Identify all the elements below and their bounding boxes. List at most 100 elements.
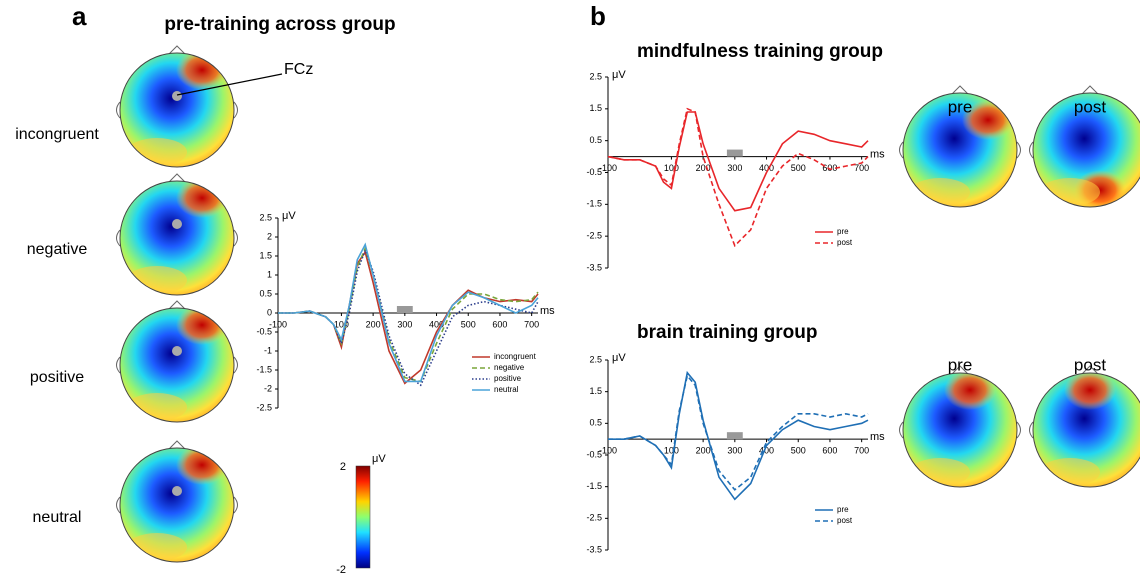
legend-label: negative	[494, 363, 525, 372]
topomap	[116, 173, 238, 296]
y-tick-label: 0.5	[589, 135, 602, 145]
x-tick-label: -100	[599, 163, 617, 173]
electrode-label: FCz	[284, 61, 313, 78]
x-tick-label: 500	[791, 446, 806, 456]
topomap-base	[1033, 373, 1140, 487]
topomap-warm	[127, 393, 187, 421]
topomap	[1029, 365, 1140, 488]
y-tick-label: 2.5	[589, 354, 602, 364]
y-tick-label: -2.5	[586, 513, 602, 523]
topomap-field	[120, 448, 234, 562]
legend-label: post	[837, 238, 853, 247]
topomap-warm	[1040, 458, 1100, 486]
y-tick-label: -0.5	[586, 167, 602, 177]
topomap-hot	[1064, 373, 1116, 410]
x-tick-label: 700	[854, 446, 869, 456]
ear	[116, 356, 121, 374]
ear	[116, 496, 121, 514]
x-tick-label: 700	[854, 163, 869, 173]
series-line	[278, 246, 539, 383]
y-tick-label: -1.5	[586, 199, 602, 209]
x-tick-label: -100	[599, 446, 617, 456]
colorbar-tick: 2	[340, 461, 346, 473]
ear	[1016, 141, 1021, 159]
x-tick-label: 400	[759, 446, 774, 456]
topomap-label: post	[1074, 97, 1106, 116]
y-axis-label: μV	[612, 352, 626, 364]
legend-label: pre	[837, 505, 849, 514]
y-axis-label: μV	[612, 69, 626, 81]
topomap-field	[903, 373, 1017, 487]
row-label: positive	[30, 369, 84, 386]
y-tick-label: -1	[264, 345, 272, 355]
ear	[233, 229, 238, 247]
x-tick-label: 100	[664, 446, 679, 456]
ear	[116, 229, 121, 247]
panel-title: pre-training across group	[164, 14, 395, 35]
y-axis-label: μV	[282, 210, 296, 222]
x-tick-label: 400	[759, 163, 774, 173]
topomap-field	[120, 53, 234, 167]
topomap	[116, 300, 238, 423]
legend-label: post	[837, 516, 853, 525]
topomaps	[116, 45, 1140, 563]
topomap-label: pre	[948, 355, 973, 374]
y-tick-label: -0.5	[586, 449, 602, 459]
y-tick-label: 0.5	[589, 418, 602, 428]
topomap-field	[120, 308, 234, 422]
topomap-edge	[119, 180, 235, 296]
chart-title: mindfulness training group	[637, 41, 883, 62]
legend-label: incongruent	[494, 352, 537, 361]
electrode	[172, 346, 182, 356]
ear	[233, 101, 238, 119]
y-tick-label: 0	[267, 307, 272, 317]
topomap-warm	[910, 178, 970, 206]
series-line	[278, 248, 539, 387]
y-tick-label: 2.5	[259, 212, 272, 222]
topomap	[116, 440, 238, 563]
topomap-edge	[902, 92, 1018, 208]
highlight-window	[396, 306, 413, 313]
series-line	[608, 370, 869, 501]
x-tick-label: 600	[822, 163, 837, 173]
ear	[899, 141, 904, 159]
y-tick-label: 2	[267, 231, 272, 241]
y-tick-label: 1	[267, 269, 272, 279]
topomap-edge	[902, 372, 1018, 488]
nose	[1081, 365, 1099, 375]
ear	[899, 421, 904, 439]
panel-label: a	[72, 1, 87, 31]
topomap-hot	[176, 53, 228, 90]
topomap-field	[1033, 373, 1140, 487]
colorbar	[355, 465, 371, 569]
topomap-edge	[1032, 372, 1140, 488]
x-tick-label: 300	[397, 319, 412, 329]
topomap	[899, 85, 1021, 208]
series-line	[278, 242, 539, 383]
y-tick-label: 1.5	[589, 103, 602, 113]
electrode	[172, 91, 182, 101]
nose	[951, 85, 969, 95]
x-tick-label: 200	[366, 319, 381, 329]
topomap	[116, 45, 238, 168]
topomap-hot	[176, 448, 228, 485]
row-label: incongruent	[15, 126, 99, 143]
electrode	[172, 486, 182, 496]
x-tick-label: 100	[664, 163, 679, 173]
ear	[1016, 421, 1021, 439]
topomap-warm	[1040, 178, 1100, 206]
series-line	[607, 111, 869, 212]
ear	[116, 101, 121, 119]
x-tick-label: 300	[727, 446, 742, 456]
legend-label: neutral	[494, 385, 519, 394]
topomap-edge	[1032, 92, 1140, 208]
y-tick-label: -2.5	[256, 402, 272, 412]
topomap	[1029, 85, 1140, 208]
topomap-label: pre	[948, 97, 973, 116]
x-axis-label: ms	[870, 431, 885, 443]
nose	[951, 365, 969, 375]
x-tick-label: 400	[429, 319, 444, 329]
x-tick-label: 500	[791, 163, 806, 173]
topomap-field	[1033, 93, 1140, 207]
